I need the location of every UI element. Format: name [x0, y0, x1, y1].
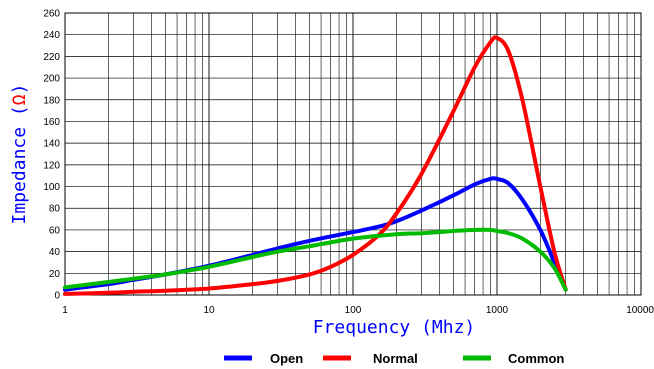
- y-axis-title: Impedance (Ω): [9, 84, 30, 225]
- series-line-common: [63, 227, 568, 292]
- y-tick-label: 160: [43, 117, 60, 128]
- x-tick-label: 10: [203, 305, 215, 316]
- y-axis-title-close: ): [9, 84, 30, 95]
- x-axis-title: Frequency (Mhz): [313, 317, 476, 338]
- y-tick-label: 60: [49, 225, 61, 236]
- y-tick-label: 220: [43, 52, 60, 63]
- y-tick-label: 0: [54, 291, 60, 302]
- plot-frame: [64, 12, 642, 296]
- y-tick-label: 20: [49, 269, 61, 280]
- y-tick-labels: 0 20 40 60 80 100 120 140 160 180 200 220 240 260: [43, 9, 60, 302]
- y-tick-label: 140: [43, 139, 60, 150]
- x-tick-label: 1000: [486, 305, 509, 316]
- x-tick-label: 100: [345, 305, 362, 316]
- y-tick-label: 80: [49, 204, 61, 215]
- y-tick-label: 100: [43, 182, 60, 193]
- legend: Open Normal Common: [224, 351, 564, 366]
- y-axis-title-text: Impedance (: [9, 105, 30, 224]
- legend-label-open: Open: [270, 351, 303, 366]
- series-lines: [63, 35, 568, 296]
- series-line-normal: [63, 35, 568, 296]
- y-tick-label: 40: [49, 247, 61, 258]
- legend-label-normal: Normal: [373, 351, 418, 366]
- y-axis-title-unit: Ω: [9, 94, 30, 105]
- y-tick-label: 260: [43, 9, 60, 20]
- legend-label-common: Common: [508, 351, 564, 366]
- x-tick-label: 10000: [626, 305, 654, 316]
- y-tick-label: 120: [43, 160, 60, 171]
- y-tick-label: 240: [43, 30, 60, 41]
- y-tick-label: 180: [43, 95, 60, 106]
- y-tick-label: 200: [43, 74, 60, 85]
- x-tick-label: 1: [62, 305, 68, 316]
- x-tick-labels: 1 10 100 1000 10000: [62, 305, 654, 316]
